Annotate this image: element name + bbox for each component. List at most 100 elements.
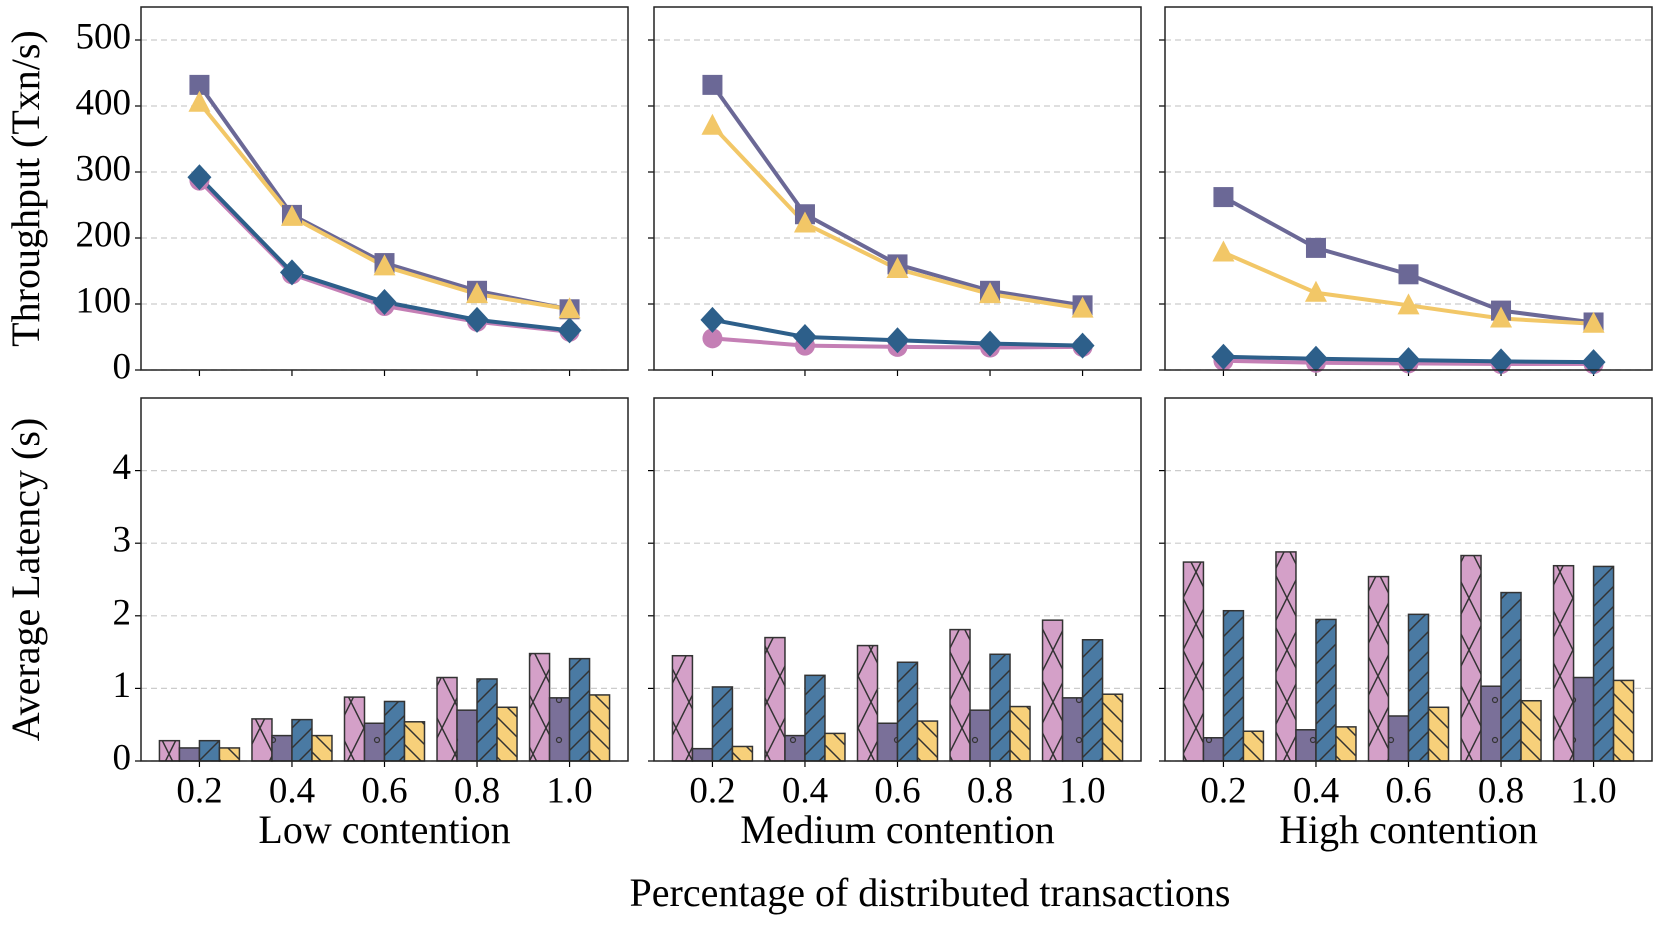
marker	[1071, 296, 1094, 318]
x-tick-label: 0.6	[361, 770, 407, 811]
x-tick-label: 1.0	[1059, 770, 1105, 811]
bar	[403, 721, 426, 762]
bar	[1335, 726, 1357, 762]
marker	[372, 289, 397, 316]
bar	[383, 700, 406, 762]
bar	[1572, 676, 1595, 762]
y-tick-label: 2	[113, 592, 132, 633]
bar	[1081, 639, 1104, 762]
marker	[793, 211, 816, 233]
y-tick-label: 100	[76, 280, 132, 321]
x-tick-label: 0.4	[1293, 770, 1339, 811]
x-tick-label: 0.8	[1478, 770, 1524, 811]
bar	[1222, 609, 1245, 762]
marker	[1489, 348, 1514, 375]
marker	[1303, 345, 1328, 372]
line	[197, 101, 570, 312]
bar	[588, 694, 611, 762]
bar	[363, 722, 386, 762]
bar	[989, 653, 1011, 762]
figure-x-label: Percentage of distributed transactions	[630, 870, 1231, 915]
bar	[1592, 565, 1615, 762]
y-axis-label: Throughput (Txn/s)	[3, 30, 48, 347]
marker	[189, 74, 210, 95]
bar	[896, 661, 919, 762]
bar	[568, 657, 591, 762]
bar	[178, 747, 201, 762]
bar	[1480, 685, 1502, 762]
marker	[1397, 293, 1420, 315]
panel-frame	[653, 397, 1142, 762]
marker	[1582, 311, 1605, 333]
y-tick-label: 200	[76, 214, 132, 255]
x-tick-label: 0.8	[967, 770, 1013, 811]
marker	[702, 74, 723, 95]
bar	[1061, 697, 1084, 762]
bar	[731, 745, 754, 762]
bar	[856, 644, 879, 762]
marker	[700, 306, 725, 333]
x-tick-label: 1.0	[546, 770, 592, 811]
marker	[701, 113, 724, 135]
x-axis-label: High contention	[1279, 807, 1538, 852]
marker	[465, 306, 490, 333]
marker	[1305, 237, 1326, 258]
marker	[885, 327, 910, 354]
bar	[436, 676, 458, 762]
x-tick-label: 0.4	[782, 770, 828, 811]
bar	[691, 747, 714, 762]
marker	[1213, 187, 1234, 208]
bar	[218, 747, 241, 762]
bar	[1552, 564, 1575, 762]
bar	[1387, 715, 1410, 762]
marker	[1398, 264, 1419, 285]
bar	[311, 734, 333, 762]
bar	[1520, 699, 1542, 762]
bar	[251, 718, 273, 762]
panel-frame	[140, 397, 629, 762]
bar	[496, 706, 518, 762]
marker	[1211, 343, 1236, 370]
panel-frame	[1164, 6, 1653, 371]
bar	[1315, 618, 1337, 762]
panel	[1159, 6, 1653, 376]
bar	[476, 678, 498, 762]
bar	[784, 734, 806, 762]
panel-frame	[653, 6, 1142, 371]
panel-frame	[1164, 397, 1653, 762]
bar	[1427, 706, 1450, 762]
panel-frame	[140, 6, 629, 371]
bar	[916, 720, 939, 762]
bar	[1612, 679, 1635, 762]
bar	[671, 654, 694, 762]
bar	[1367, 575, 1390, 762]
bar	[1500, 591, 1522, 762]
bar	[824, 732, 846, 762]
marker	[557, 317, 582, 344]
bar	[969, 709, 991, 762]
y-tick-label: 3	[113, 520, 132, 561]
panel: 0 100 200 300 400 500 Throughput (Txn/s)	[3, 6, 629, 387]
bar	[343, 696, 366, 762]
marker	[979, 282, 1002, 304]
x-axis-label: Medium contention	[740, 807, 1054, 852]
bar	[1009, 705, 1031, 762]
marker	[466, 282, 489, 304]
y-tick-label: 4	[113, 447, 132, 488]
bar	[876, 722, 899, 762]
marker	[279, 259, 304, 286]
marker	[280, 204, 303, 226]
x-tick-label: 0.8	[454, 770, 500, 811]
line	[197, 83, 570, 312]
bar	[1407, 613, 1430, 762]
panel: 0 1 2 3 4 0.2 0.4 0.6 0.8 1.0 Average Latency (s) L…	[3, 397, 629, 852]
x-tick-label: 0.4	[269, 770, 315, 811]
bar	[1202, 737, 1225, 762]
x-tick-label: 0.2	[689, 770, 735, 811]
bar	[456, 709, 478, 762]
bar	[291, 718, 313, 762]
marker	[1070, 332, 1095, 359]
x-tick-label: 0.6	[874, 770, 920, 811]
